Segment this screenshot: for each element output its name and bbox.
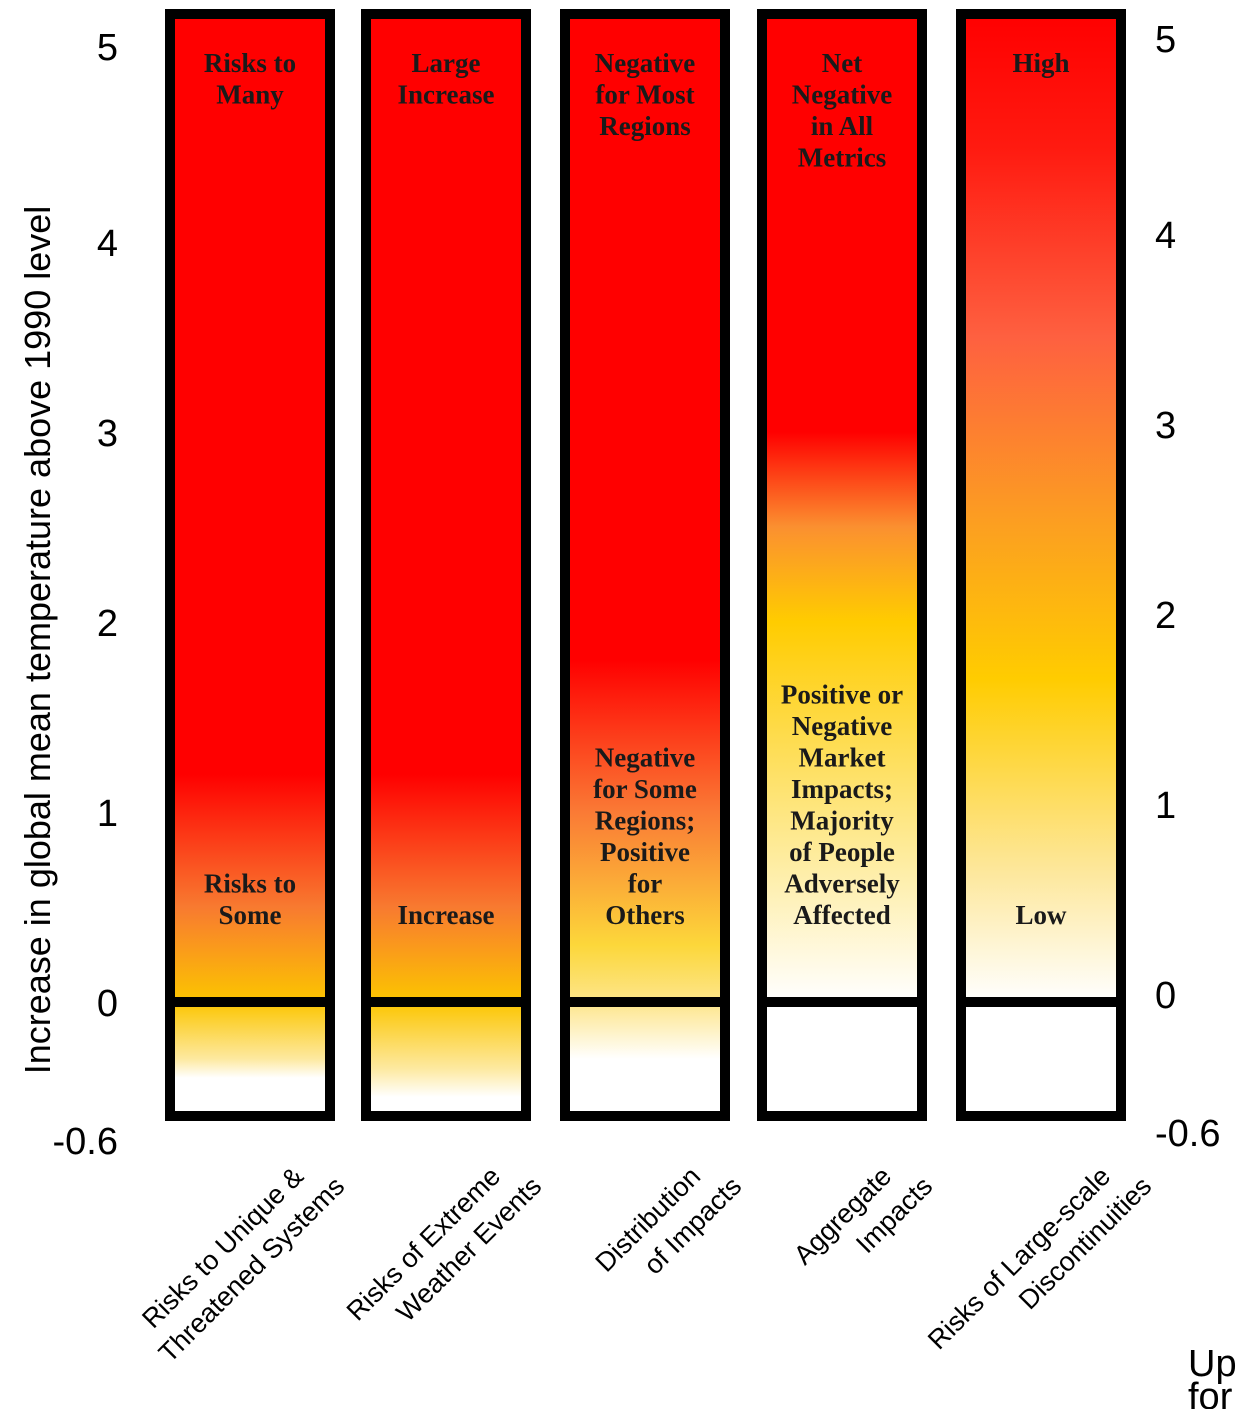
corner-text-2: for <box>1188 1376 1233 1409</box>
y-tick-right: 5 <box>1155 19 1176 61</box>
bar-fill-3 <box>560 9 730 1121</box>
bar-3-top-label-line: for Most <box>595 80 694 110</box>
bar-5: High Low <box>956 9 1126 1121</box>
bar-3-bottom-label-line: for <box>628 869 662 899</box>
y-axis-label: Increase in global mean temperature abov… <box>17 206 58 1075</box>
bar-4-bottom-label-line: Majority <box>790 806 894 836</box>
bar-4-bottom-label-line: Affected <box>793 900 890 930</box>
bar-1-top-label-line: Many <box>216 80 284 110</box>
bar-3-top-label-line: Negative <box>595 48 695 78</box>
bar-2-top-label-line: Increase <box>398 80 495 110</box>
bar-3-top-label-line: Regions <box>599 111 691 141</box>
y-tick-right: -0.6 <box>1155 1113 1220 1155</box>
bar-4-bottom-label-line: Impacts; <box>791 774 893 804</box>
bar-4-bottom-label-line: Positive or <box>781 680 903 710</box>
bar-1-bottom-label-line: Some <box>219 900 282 930</box>
bar-4-top-label-line: in All <box>811 111 874 141</box>
bar-fill-5 <box>956 9 1126 1121</box>
bar-3-bottom-label-line: for Some <box>593 774 697 804</box>
bar-3-bottom-label-line: Negative <box>595 743 695 773</box>
bar-4-bottom-label-line: Market <box>799 743 886 773</box>
bar-3-bottom-label-line: Others <box>605 900 684 930</box>
y-tick-left: -0.6 <box>53 1121 118 1163</box>
bar-4-top-label-line: Net <box>822 48 862 78</box>
y-tick-left: 1 <box>97 793 118 835</box>
bar-fill-1 <box>165 9 335 1121</box>
right-axis-ticks: 5 4 3 2 1 0 -0.6 <box>1155 19 1220 1155</box>
bar-3-bottom-label-line: Regions; <box>595 806 696 836</box>
bar-fill-2 <box>361 9 531 1121</box>
y-tick-left: 0 <box>97 983 118 1025</box>
y-tick-left: 2 <box>97 603 118 645</box>
bar-3-bottom-label-line: Positive <box>600 837 690 867</box>
bar-4-top-label-line: Negative <box>792 80 892 110</box>
bar-4-top-label-line: Metrics <box>798 143 886 173</box>
y-tick-left: 4 <box>97 223 118 265</box>
left-axis-ticks: 5 4 3 2 1 0 -0.6 <box>53 27 118 1163</box>
y-tick-right: 3 <box>1155 405 1176 447</box>
bar-4-bottom-label-line: Negative <box>792 711 892 741</box>
bar-4-bottom-label-line: of People <box>789 837 895 867</box>
category-label-1: Risks to Unique &Threatened Systems <box>136 1161 350 1368</box>
bar-5-bottom-label-line: Low <box>1015 900 1067 930</box>
bar-1-top-label-line: Risks to <box>204 48 296 78</box>
bar-1-bottom-label-line: Risks to <box>204 869 296 899</box>
corner-text-1: Up <box>1188 1343 1237 1385</box>
y-tick-right: 0 <box>1155 975 1176 1017</box>
category-labels: Risks to Unique &Threatened SystemsRisks… <box>136 1161 1157 1368</box>
y-tick-left: 3 <box>97 413 118 455</box>
bar-fill-4 <box>757 9 927 1121</box>
bar-2-bottom-label-line: Increase <box>398 900 495 930</box>
bar-4-bottom-label-line: Adversely <box>784 869 900 899</box>
y-tick-right: 4 <box>1155 215 1176 257</box>
y-tick-right: 1 <box>1155 785 1176 827</box>
bar-2-top-label-line: Large <box>412 48 481 78</box>
y-tick-right: 2 <box>1155 595 1176 637</box>
y-tick-left: 5 <box>97 27 118 69</box>
bar-5-top-label-line: High <box>1012 48 1069 78</box>
